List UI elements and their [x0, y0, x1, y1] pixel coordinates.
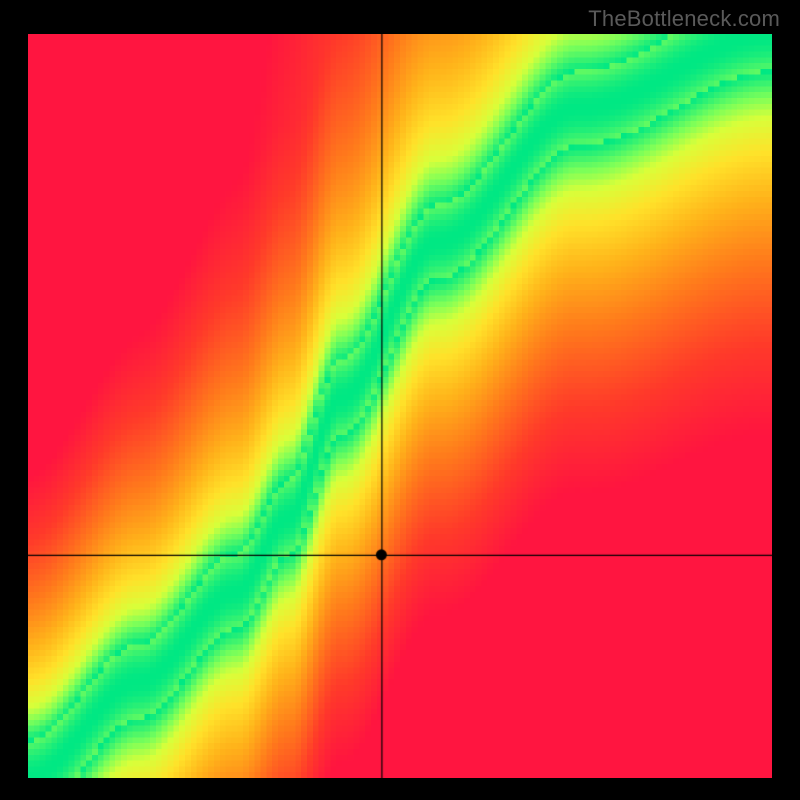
crosshair-overlay — [28, 34, 772, 778]
chart-frame: TheBottleneck.com — [0, 0, 800, 800]
watermark-label: TheBottleneck.com — [588, 6, 780, 32]
